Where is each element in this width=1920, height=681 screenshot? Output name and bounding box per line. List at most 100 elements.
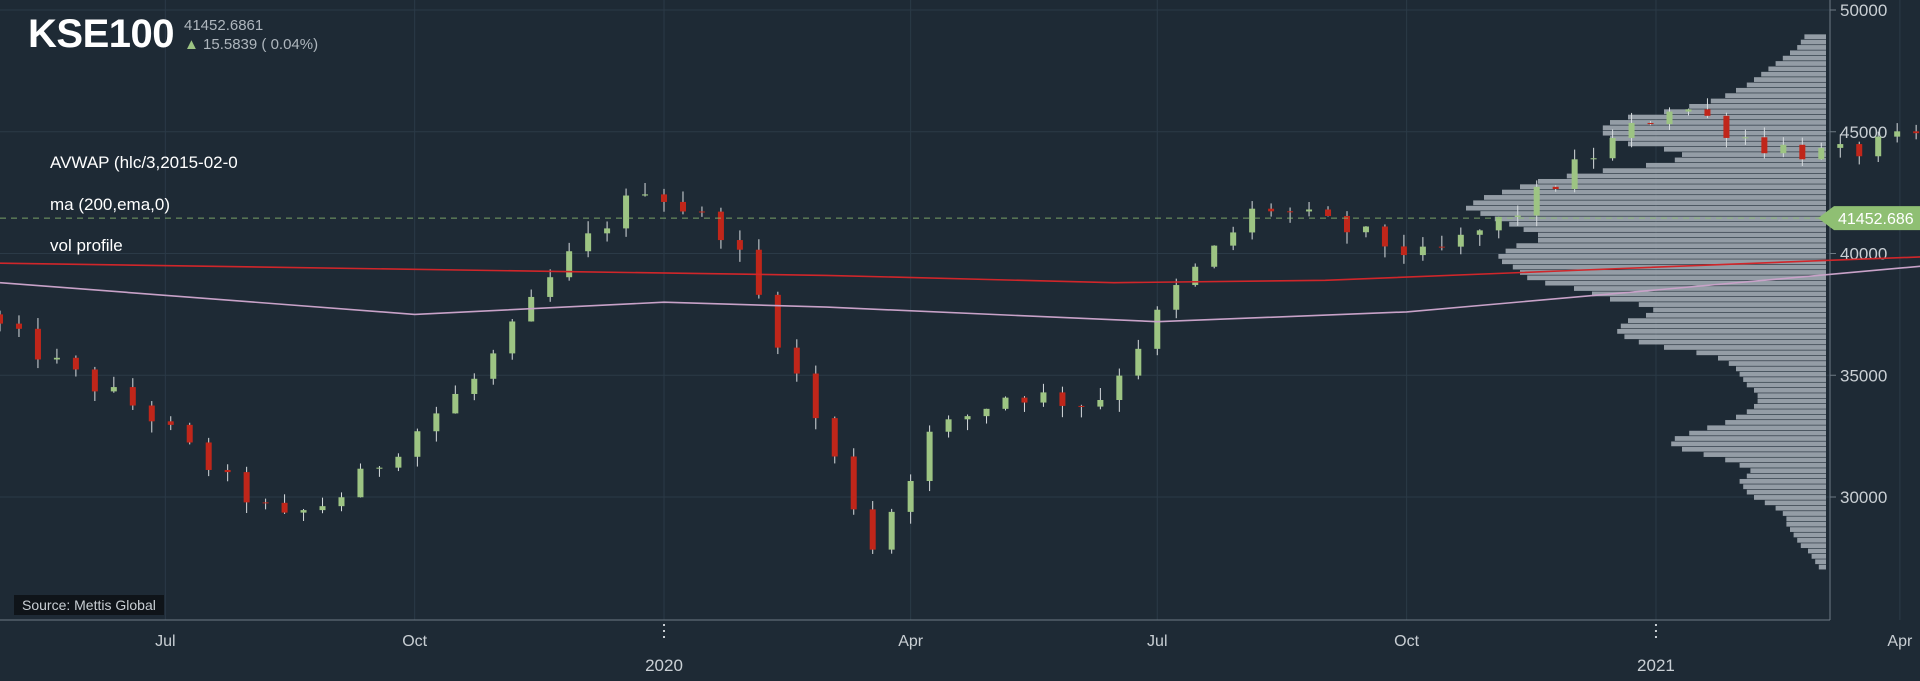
legend-avwap[interactable]: AVWAP (hlc/3,2015-02-0 [50, 153, 238, 172]
candle-down [1856, 144, 1863, 157]
candle-up [338, 497, 345, 507]
volume-profile-bar [1602, 168, 1826, 174]
volume-profile-bar [1527, 275, 1826, 281]
legend-vol-profile[interactable]: vol profile [50, 236, 123, 255]
volume-profile-bar [1617, 328, 1826, 334]
volume-profile-bar [1718, 355, 1826, 361]
candle-up [907, 481, 914, 512]
candle-up [1040, 392, 1047, 403]
candle-down [869, 509, 876, 550]
candle-down [1647, 122, 1654, 125]
change-value: 15.5839 [203, 36, 258, 53]
candle-up [1894, 131, 1901, 137]
ticker-symbol: KSE100 [28, 12, 174, 56]
last-price-tag [1818, 206, 1920, 231]
candle-up [1742, 137, 1749, 139]
volume-profile-bar [1725, 93, 1826, 99]
candle-up [1135, 348, 1142, 376]
candle-up [319, 506, 326, 511]
volume-profile-bar [1610, 296, 1826, 302]
volume-profile-bar [1739, 371, 1826, 377]
volume-profile-bar [1797, 537, 1826, 543]
candle-up [1097, 399, 1104, 407]
ma-line [0, 265, 1920, 323]
volume-profile-bar [1638, 339, 1826, 345]
x-year-label: 2021 [1637, 656, 1675, 675]
candle-up [414, 431, 421, 457]
volume-profile-bar [1545, 280, 1826, 286]
volume-profile-bar [1502, 189, 1826, 195]
volume-profile-bar [1746, 382, 1826, 388]
candle-down [1438, 246, 1445, 248]
volume-profile-bar [1775, 61, 1826, 66]
volume-profile-bar [1790, 50, 1826, 56]
candle-up [357, 468, 364, 498]
volume-profile-bar [1804, 34, 1826, 40]
candle-up [888, 511, 895, 550]
volume-profile-bar [1782, 55, 1826, 61]
volume-profile-bar [1725, 420, 1826, 425]
candle-up [1780, 144, 1787, 154]
year-separator-dot [1654, 624, 1657, 626]
candle-up [1533, 186, 1540, 216]
year-separator-dot [663, 630, 666, 632]
volume-profile-bar [1628, 141, 1826, 147]
volume-profile-bar [1682, 152, 1826, 157]
volume-profile-bar [1736, 87, 1826, 93]
x-year-label: 2020 [645, 656, 683, 675]
volume-profile-bar [1502, 259, 1826, 265]
volume-profile-bar [1739, 478, 1826, 484]
candle-up [471, 378, 478, 394]
chart-header: KSE100 41452.6861 ▲ 15.5839 ( 0.04%) [28, 12, 318, 56]
candle-down [15, 323, 22, 329]
volume-profile-bar [1746, 82, 1826, 88]
volume-profile-bar [1523, 227, 1826, 232]
candle-up [1192, 266, 1199, 286]
x-month-label: Apr [1887, 633, 1913, 650]
candle-down [91, 369, 98, 392]
candle-up [585, 233, 592, 252]
candle-down [34, 328, 41, 360]
candle-down [1078, 405, 1085, 407]
volume-profile-bar [1757, 398, 1826, 404]
candle-up [1495, 216, 1502, 231]
candle-down [1704, 109, 1711, 116]
candle-down [755, 249, 762, 295]
candle-up [1685, 109, 1692, 112]
price-change: ▲ 15.5839 ( 0.04%) [184, 35, 318, 54]
y-tick-label: 30000 [1840, 488, 1887, 507]
candle-down [281, 502, 288, 513]
candle-up [642, 194, 649, 196]
volume-profile-bar [1754, 403, 1826, 409]
volume-profile-bar [1800, 39, 1826, 45]
candle-up [395, 456, 402, 468]
volume-profile-bar [1746, 489, 1826, 495]
volume-profile-bar [1620, 323, 1826, 329]
candle-up [1590, 158, 1597, 160]
candle-down [850, 456, 857, 510]
volume-profile-bar [1811, 553, 1826, 559]
candle-up [452, 393, 459, 414]
candle-down [1268, 208, 1275, 212]
volume-profile-bar [1610, 136, 1826, 141]
candle-up [1419, 246, 1426, 256]
volume-profile-bar [1484, 195, 1826, 200]
volume-profile-bar [1750, 468, 1826, 474]
candle-up [376, 467, 383, 469]
candle-down [679, 201, 686, 212]
volume-profile-bar [1682, 446, 1826, 452]
candle-down [793, 347, 800, 374]
last-price-tag-label: 41452.686 [1838, 211, 1914, 228]
volume-profile-bar [1696, 350, 1826, 356]
candle-down [167, 421, 174, 425]
candle-down [1325, 209, 1332, 216]
candle-up [1628, 122, 1635, 138]
y-tick-label: 50000 [1840, 1, 1887, 20]
volume-profile-bar [1768, 66, 1826, 72]
candle-up [1154, 309, 1161, 349]
volume-profile-bar [1710, 98, 1826, 104]
legend-ma[interactable]: ma (200,ema,0) [50, 195, 170, 214]
volume-profile-bar [1764, 500, 1826, 506]
candle-up [1666, 111, 1673, 125]
